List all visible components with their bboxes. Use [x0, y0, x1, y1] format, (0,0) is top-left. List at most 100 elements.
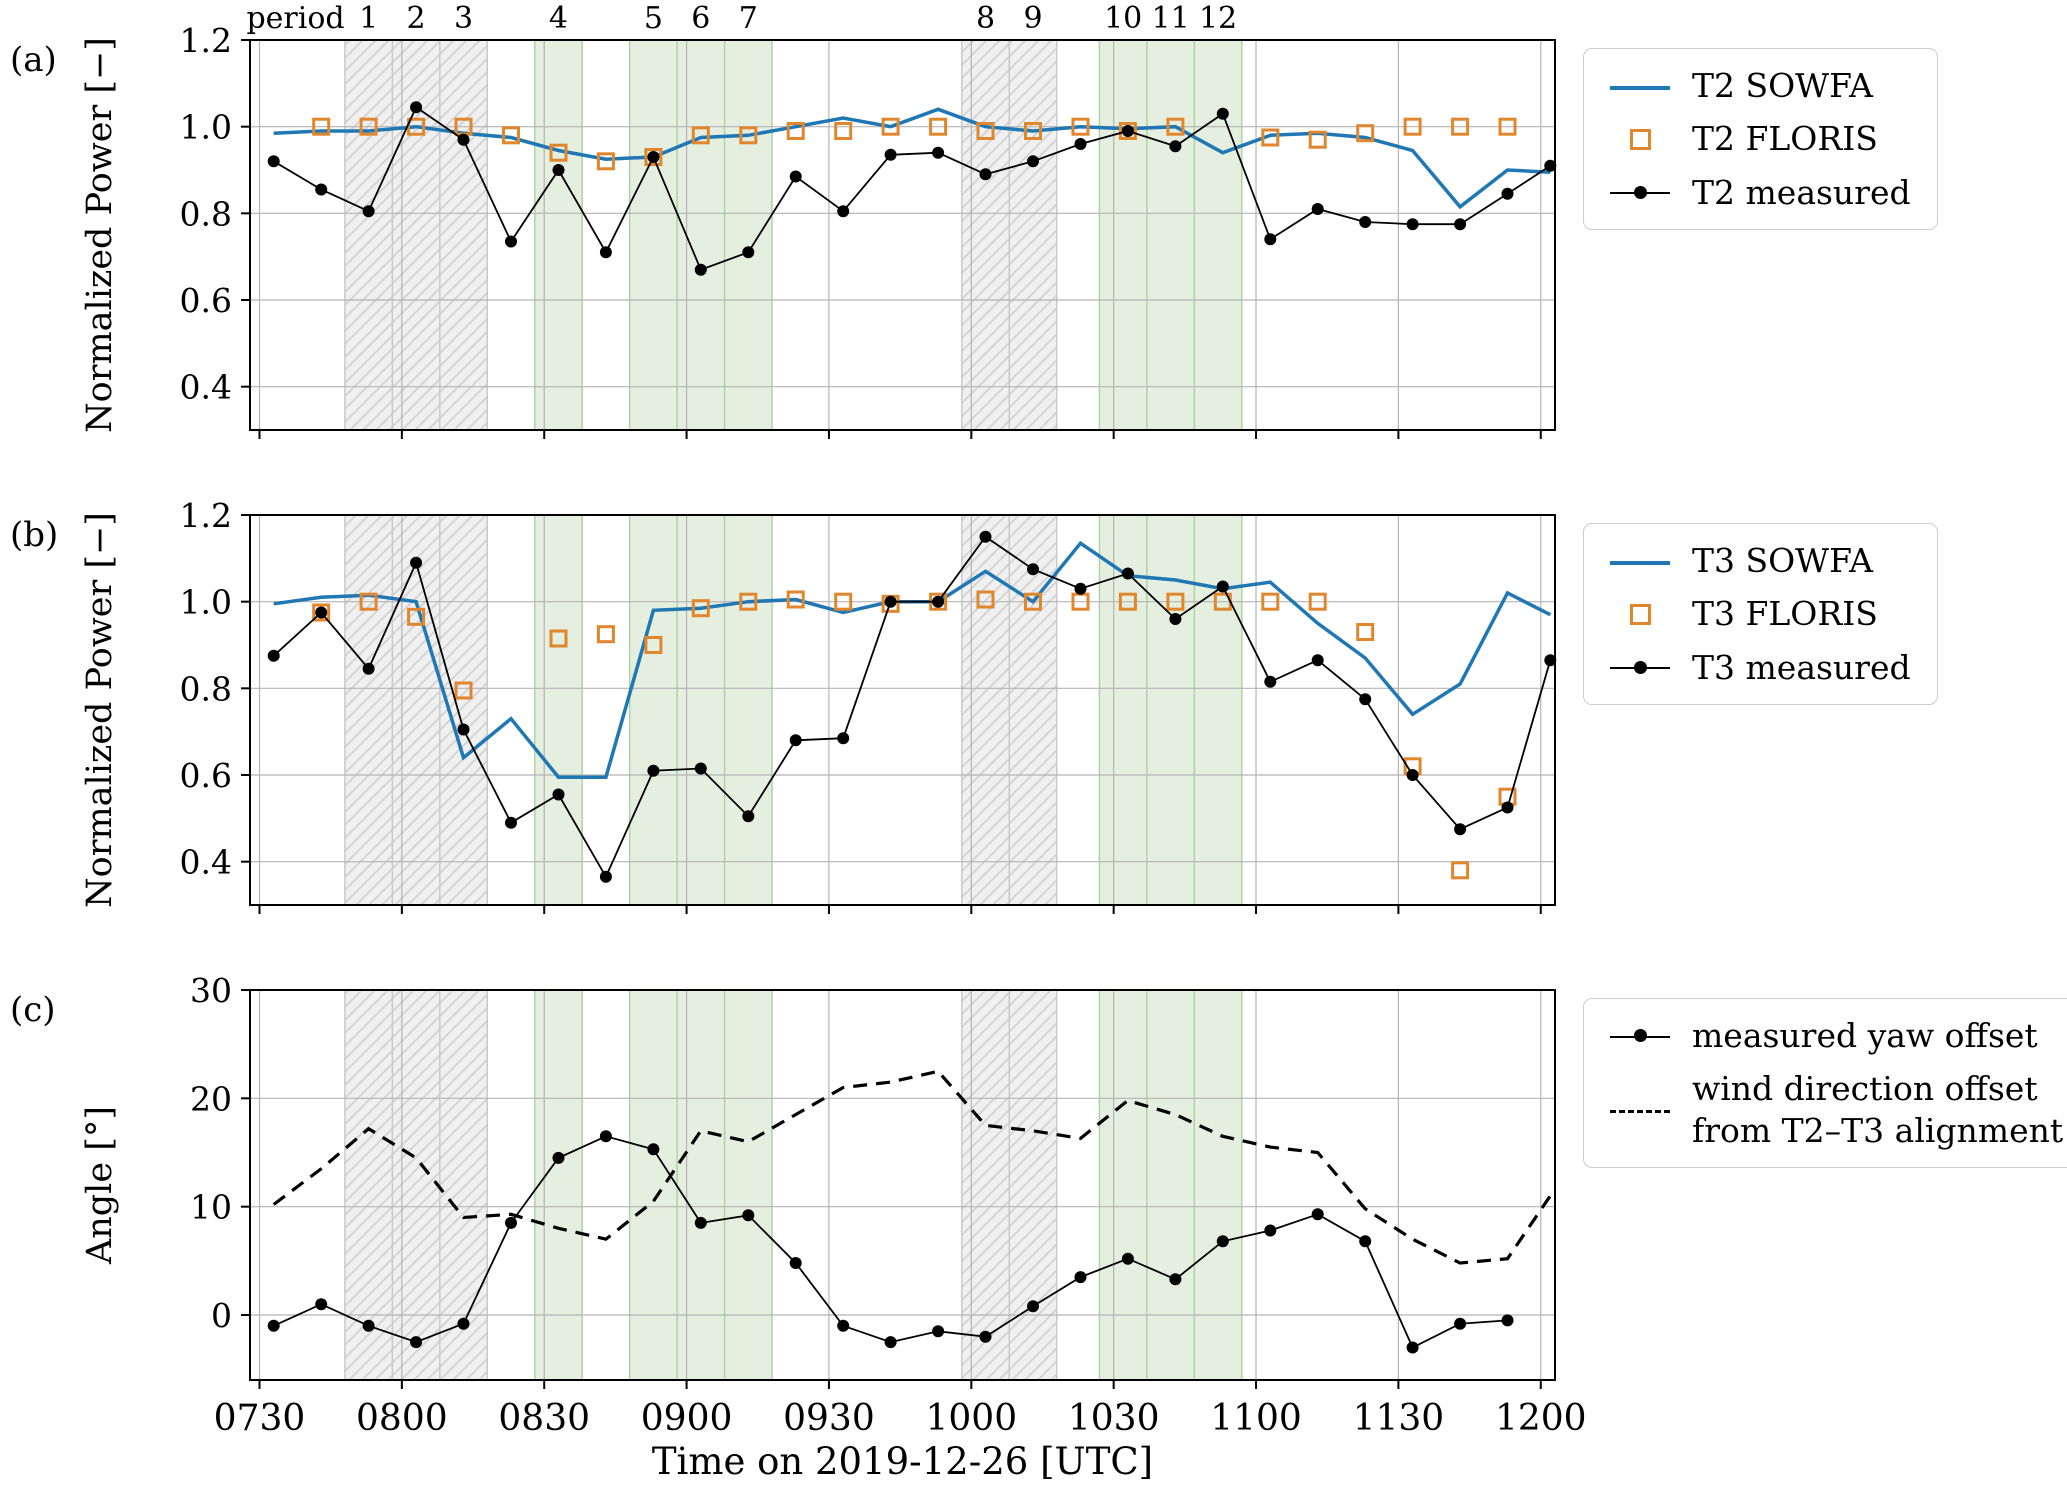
- t2-measured-point: [789, 170, 802, 183]
- t2-measured-line: [273, 105, 1551, 271]
- legend-label-line-2: from T2–T3 alignment: [1692, 1110, 2064, 1150]
- t3-measured-point: [1121, 567, 1134, 580]
- t3-measured-point: [789, 734, 802, 747]
- x-tick-label: 1200: [1495, 1398, 1587, 1439]
- measured-yaw-offset-point: [457, 1317, 470, 1330]
- t3-measured-point: [1074, 582, 1087, 595]
- t2-measured-point: [742, 246, 755, 259]
- sowfa-line-swatch-icon: [1610, 73, 1670, 99]
- t2-measured-point: [979, 168, 992, 181]
- t2-measured-point: [694, 263, 707, 276]
- t2-floris-point: [929, 117, 948, 136]
- t3-measured-point: [505, 816, 517, 829]
- measured-yaw-offset-point: [1406, 1341, 1419, 1354]
- sowfa-line-swatch-icon: [1610, 548, 1670, 574]
- measured-yaw-offset-point: [1454, 1317, 1467, 1330]
- measured-yaw-offset-point: [362, 1319, 375, 1332]
- t2-measured-point: [599, 246, 612, 259]
- period-band-green: [534, 990, 583, 1380]
- t3-measured-point: [1406, 769, 1419, 781]
- t2-measured-point: [267, 155, 280, 168]
- t3-floris-point: [1166, 592, 1185, 611]
- dashed-line-swatch-icon: [1610, 1097, 1670, 1123]
- t2-floris-point: [739, 126, 758, 145]
- legend-item-t2-sowfa: T2 SOWFA: [1610, 65, 1911, 106]
- y-tick-label: 1.0: [180, 583, 232, 622]
- y-tick-label: 0.4: [180, 843, 232, 882]
- y-tick-label: 0.4: [180, 368, 232, 407]
- t3-floris-point: [359, 592, 378, 611]
- period-word-label: period: [246, 1, 344, 36]
- measured-yaw-offset-point: [837, 1319, 850, 1332]
- legend-label: T2 SOWFA: [1692, 66, 1873, 105]
- t3-measured-point: [1027, 563, 1039, 576]
- t2-floris-point: [1261, 128, 1280, 147]
- period-band-green: [1099, 515, 1242, 905]
- t3-measured-point: [979, 530, 992, 543]
- t3-floris-point: [1451, 861, 1470, 880]
- legend-label: T2 FLORIS: [1692, 119, 1878, 159]
- t2-floris-point: [312, 117, 331, 136]
- t2-floris-point: [502, 126, 520, 145]
- period-number-label: 3: [454, 1, 473, 36]
- measured-yaw-offset-point: [410, 1336, 423, 1349]
- period-number-label: 8: [976, 1, 995, 36]
- legend-label: T3 measured: [1692, 647, 1911, 687]
- measured-yaw-offset-point: [1169, 1273, 1182, 1286]
- measured-yaw-offset-point: [1121, 1252, 1134, 1265]
- y-tick-label: 20: [190, 1079, 232, 1118]
- t3-floris-point: [1118, 592, 1137, 611]
- t2-floris-point: [359, 117, 378, 136]
- t2-measured-point: [932, 146, 945, 159]
- measured-yaw-offset-point: [1074, 1271, 1087, 1284]
- measured-yaw-offset-point: [552, 1151, 565, 1164]
- legend-label: wind direction offset from T2–T3 alignme…: [1692, 1068, 2063, 1151]
- t3-floris-point: [596, 625, 615, 644]
- measured-yaw-offset-point: [1216, 1235, 1229, 1248]
- t2-measured-point: [315, 183, 328, 196]
- t2-measured-point: [505, 235, 517, 248]
- period-band-green: [534, 40, 583, 430]
- t2-measured-point: [884, 148, 897, 161]
- floris-square-swatch-icon: [1610, 601, 1670, 627]
- t2-floris-point: [1118, 122, 1137, 140]
- period-number-label: 12: [1199, 1, 1237, 36]
- measured-yaw-offset-point: [599, 1130, 612, 1143]
- t2-measured-point: [1027, 155, 1039, 168]
- t3-floris-point: [1308, 592, 1327, 611]
- t2-floris-point: [786, 122, 805, 140]
- t2-floris-point: [834, 122, 853, 140]
- y-tick-label: 0.8: [180, 194, 232, 233]
- t3-measured-point: [1264, 675, 1277, 688]
- t3-floris-point: [549, 629, 568, 648]
- legend-item-t2-measured: T2 measured: [1610, 172, 1911, 213]
- t3-floris-point: [407, 607, 426, 626]
- t2-measured-point: [1501, 187, 1514, 200]
- panel-frame: [249, 514, 1556, 906]
- legend-item-yaw-offset: measured yaw offset: [1610, 1015, 2063, 1056]
- t3-measured-point: [315, 606, 328, 619]
- t3-measured-point: [1454, 823, 1467, 836]
- panel-a: 0.4 0.6 0.8 1.0 1.2: [180, 21, 1557, 439]
- x-tick-label: 1100: [1210, 1398, 1302, 1439]
- t3-floris-point: [834, 592, 853, 611]
- t2-floris-point: [1498, 117, 1517, 136]
- panel-c-letter: (c): [10, 990, 56, 1030]
- t3-measured-point: [1359, 693, 1372, 706]
- measured-yaw-offset-point: [1359, 1235, 1372, 1248]
- measured-yaw-offset-point: [315, 1298, 328, 1311]
- y-tick-label: 1.2: [180, 496, 232, 535]
- legend-item-t2-floris: T2 FLORIS: [1610, 118, 1911, 159]
- y-tick-label: 0: [211, 1296, 232, 1335]
- t2-measured-point: [1406, 218, 1419, 231]
- t2-floris-point: [1451, 117, 1470, 136]
- t3-measured-point: [1501, 801, 1514, 814]
- t2-floris-point: [1308, 130, 1327, 149]
- y-tick-label: 30: [190, 971, 232, 1010]
- t3-measured-point: [267, 649, 280, 662]
- measured-yaw-offset-point: [694, 1216, 707, 1229]
- period-band-hatch: [344, 515, 488, 905]
- t3-floris-point: [1261, 592, 1280, 611]
